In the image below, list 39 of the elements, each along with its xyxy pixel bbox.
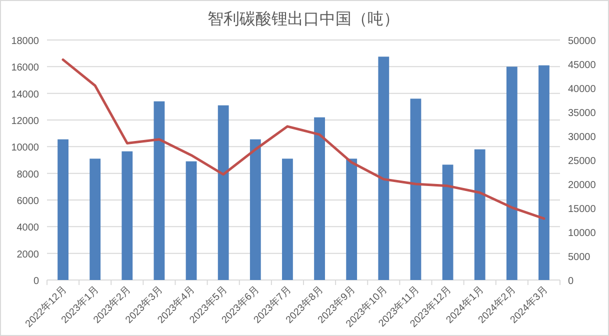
bar	[154, 101, 165, 280]
y-tick-label: 4000	[16, 222, 40, 234]
y2-tick-label: 20000	[568, 180, 596, 191]
y2-tick-label: 35000	[568, 108, 596, 119]
bar	[58, 139, 68, 280]
y2-tick-label: 45000	[568, 60, 596, 71]
bar	[314, 117, 325, 280]
y2-tick-label: 50000	[568, 36, 596, 47]
bar	[506, 66, 518, 280]
y2-tick-label: 40000	[568, 84, 596, 95]
bar	[442, 164, 454, 280]
y-tick-label: 0	[33, 276, 40, 287]
y2-tick-label: 30000	[568, 132, 596, 143]
y-tick-label: 14000	[11, 89, 40, 100]
bar	[410, 98, 422, 280]
line-series	[62, 58, 546, 220]
bar	[346, 158, 358, 280]
bar	[186, 161, 197, 280]
y2-tick-label: 25000	[568, 156, 596, 167]
y-tick-label: 8000	[16, 169, 40, 180]
y2-tick-label: 10000	[568, 228, 596, 239]
y-tick-label: 12000	[11, 116, 40, 127]
y-tick-label: 10000	[11, 142, 40, 154]
y-tick-label: 16000	[11, 62, 40, 74]
y2-tick-label: 0	[568, 276, 574, 287]
bar	[218, 105, 229, 280]
bar	[250, 139, 261, 280]
bar	[90, 158, 101, 280]
chart-title: 智利碳酸锂出口中国（吨）	[208, 10, 400, 28]
bar	[282, 158, 293, 280]
y2-tick-label: 5000	[568, 252, 591, 263]
bar	[538, 65, 550, 280]
y-tick-label: 18000	[11, 36, 40, 47]
bar	[378, 56, 390, 280]
y-tick-label: 2000	[16, 249, 40, 260]
bar	[474, 149, 486, 280]
y-tick-label: 6000	[16, 196, 40, 207]
y2-tick-label: 15000	[568, 204, 596, 215]
bar	[122, 151, 133, 280]
